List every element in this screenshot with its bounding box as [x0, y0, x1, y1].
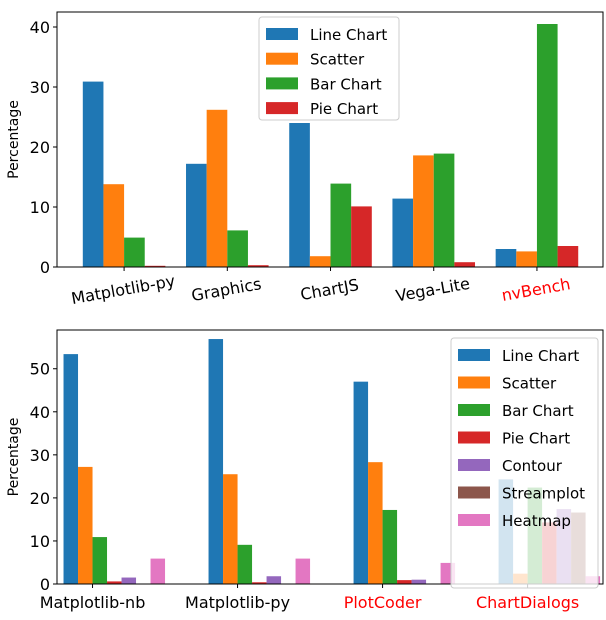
- legend-label: Line Chart: [310, 26, 387, 44]
- bar-line-chart-graphics: [186, 163, 207, 267]
- bar-contour-plotcoder: [411, 579, 427, 584]
- x-tick-label: Matplotlib-nb: [40, 593, 146, 612]
- x-tick-label: Matplotlib-py: [70, 271, 177, 308]
- bar-line-chart-chartjs: [289, 123, 310, 267]
- bar-bar-chart-matplotlib-py: [124, 237, 145, 267]
- bar-line-chart-matplotlib-py: [208, 339, 224, 584]
- bar-line-chart-vega-lite: [392, 198, 414, 267]
- y-tick-label: 0: [40, 575, 50, 594]
- bar-scatter-plotcoder: [368, 462, 383, 584]
- bar-pie-chart-matplotlib-py: [144, 265, 166, 267]
- legend-swatch: [458, 459, 490, 471]
- bar-scatter-nvbench: [516, 251, 537, 267]
- x-tick-label: Graphics: [190, 274, 263, 305]
- bar-scatter-matplotlib-py: [223, 474, 238, 584]
- bar-contour-matplotlib-nb: [121, 577, 137, 584]
- legend-swatch: [266, 102, 298, 115]
- legend: Line Chart Scatter Bar Chart Pie Chart Conto…: [450, 337, 599, 589]
- y-tick-label: 0: [40, 258, 50, 277]
- axes-frame: [56, 11, 604, 268]
- bar-heatmap-matplotlib-nb: [150, 558, 166, 584]
- bar-line-chart-nvbench: [495, 249, 517, 267]
- subplot-1: 0 10 20 30 40 Percentage Matplotlib-py Graphics…: [6, 11, 604, 308]
- subplot-2: 0 10 20 30 40 50 Percentage Matplotlib-nb Matplo…: [6, 329, 604, 612]
- y-tick-label: 10: [30, 532, 50, 551]
- x-tick-label: nvBench: [500, 274, 572, 305]
- x-tick-label: Vega-Lite: [394, 274, 471, 306]
- legend-swatch: [458, 376, 490, 389]
- y-tick-label: 40: [30, 18, 50, 37]
- legend-label: Scatter: [310, 51, 365, 69]
- x-tick-label: ChartJS: [299, 275, 360, 304]
- bar-scatter-chartjs: [309, 256, 331, 267]
- bar-pie-chart-chartjs: [351, 206, 372, 267]
- bar-line-chart-matplotlib-nb: [63, 354, 79, 584]
- bar-bar-chart-matplotlib-nb: [92, 537, 108, 584]
- legend-box: [258, 16, 400, 121]
- legend-label: Scatter: [502, 375, 557, 393]
- bar-pie-chart-vega-lite: [454, 262, 476, 267]
- legend: Line Chart Scatter Bar Chart Pie Chart: [258, 16, 400, 121]
- y-tick-label: 40: [30, 403, 50, 422]
- y-tick-label: 20: [30, 138, 50, 157]
- bar-pie-chart-graphics: [247, 265, 269, 267]
- x-tick-label: PlotCoder: [344, 593, 422, 612]
- legend-label: Contour: [502, 457, 563, 475]
- bar-line-chart-plotcoder: [353, 381, 369, 584]
- legend-swatch: [266, 28, 298, 40]
- bar-scatter-graphics: [206, 109, 228, 267]
- legend-swatch: [266, 52, 298, 65]
- legend-swatch: [458, 514, 490, 526]
- bar-scatter-vega-lite: [413, 155, 434, 267]
- bar-pie-chart-nvbench: [557, 246, 579, 267]
- legend-swatch: [458, 349, 490, 361]
- legend-label: Streamplot: [502, 485, 585, 503]
- legend-swatch: [458, 431, 490, 444]
- y-axis-label: Percentage: [6, 100, 22, 179]
- bar-pie-chart-matplotlib-py: [252, 582, 267, 584]
- legend-label: Line Chart: [502, 347, 579, 365]
- bar-bar-chart-plotcoder: [382, 509, 398, 584]
- bar-pie-chart-matplotlib-nb: [107, 581, 122, 584]
- bar-contour-matplotlib-py: [266, 576, 282, 584]
- x-tick-label: Matplotlib-py: [185, 593, 290, 612]
- legend-label: Pie Chart: [502, 430, 570, 448]
- y-tick-label: 20: [30, 489, 50, 508]
- y-axis-label: Percentage: [6, 418, 22, 497]
- bar-scatter-matplotlib-nb: [78, 466, 93, 584]
- bar-line-chart-matplotlib-py: [82, 81, 104, 267]
- legend-label: Bar Chart: [502, 402, 574, 420]
- bar-bar-chart-vega-lite: [433, 153, 455, 267]
- x-tick-label: ChartDialogs: [476, 593, 579, 612]
- bar-pie-chart-plotcoder: [397, 580, 412, 584]
- legend-label: Bar Chart: [310, 75, 382, 93]
- bar-scatter-matplotlib-py: [103, 184, 125, 267]
- y-tick-label: 10: [30, 198, 50, 217]
- axes-frame: [56, 329, 604, 585]
- bar-bar-chart-nvbench: [536, 24, 558, 267]
- bar-bar-chart-graphics: [227, 230, 248, 267]
- bar-bar-chart-matplotlib-py: [237, 544, 253, 584]
- legend-swatch: [458, 404, 490, 416]
- y-tick-label: 50: [30, 360, 50, 379]
- legend-swatch: [266, 77, 298, 90]
- y-tick-label: 30: [30, 78, 50, 97]
- bar-bar-chart-chartjs: [330, 183, 352, 267]
- legend-swatch: [458, 486, 490, 499]
- legend-label: Heatmap: [502, 512, 571, 530]
- y-tick-label: 30: [30, 446, 50, 465]
- bar-heatmap-matplotlib-py: [295, 558, 311, 584]
- legend-label: Pie Chart: [310, 100, 378, 118]
